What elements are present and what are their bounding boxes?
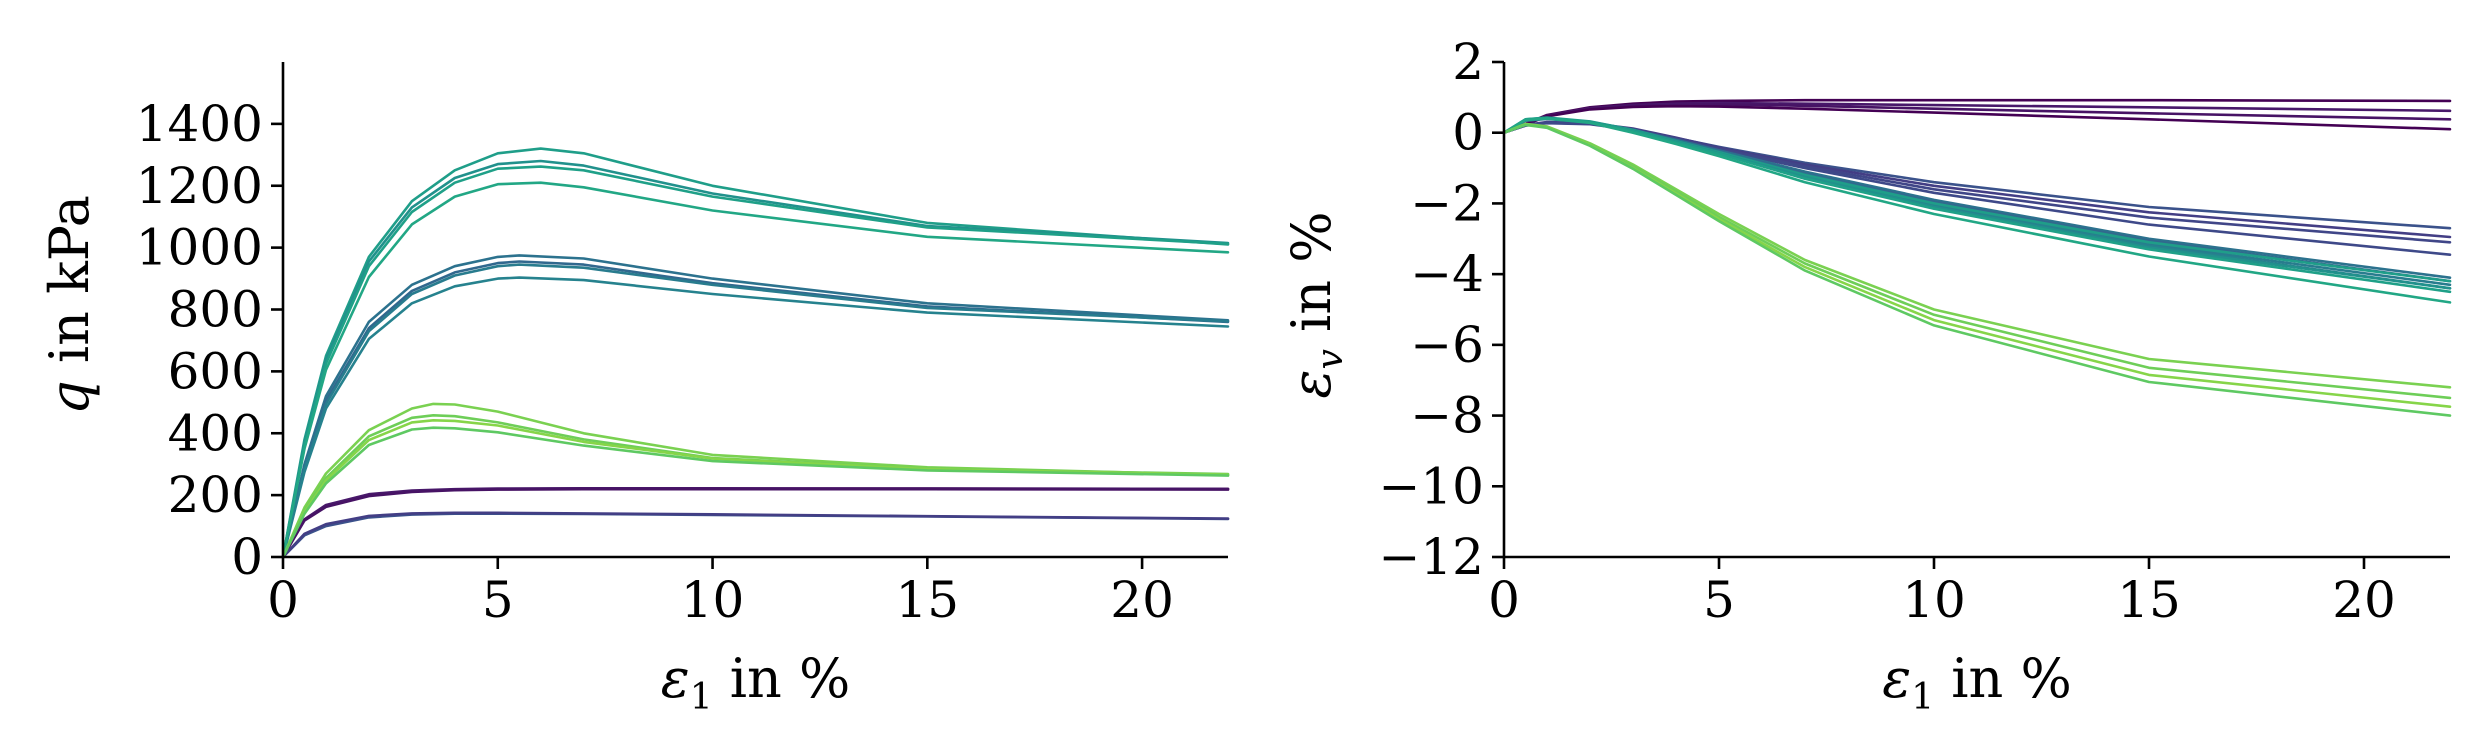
x-axis-label-subscript: 1 [690, 677, 713, 718]
x-tick-label: 5 [482, 571, 514, 629]
y-tick-label: −12 [1378, 528, 1484, 586]
x-tick-label: 15 [896, 571, 960, 629]
y-tick-label: 600 [168, 342, 263, 400]
x-axis-label: ε1 in % [1882, 647, 2072, 718]
y-tick-label: −2 [1410, 174, 1484, 232]
series-line-11 [281, 165, 1230, 559]
x-tick-label: 0 [267, 571, 299, 629]
y-tick-label: −4 [1410, 245, 1484, 303]
x-tick-label: 5 [1703, 571, 1735, 629]
series-line-10 [281, 159, 1230, 559]
series-line-15 [281, 419, 1230, 559]
series-line-13 [281, 402, 1230, 559]
y-axis-label-subscript: v [1310, 349, 1351, 369]
y-tick-label: 0 [1452, 104, 1484, 162]
series-line-2 [281, 487, 1230, 559]
series-group [281, 147, 1230, 559]
x-tick-label: 20 [1110, 571, 1174, 629]
y-axis-label: q in kPa [38, 195, 101, 415]
series-group [1502, 98, 2452, 417]
y-axis-label-text: in kPa [38, 195, 101, 380]
x-axis-label-subscript: 1 [1911, 677, 1934, 718]
series-line-7 [1502, 121, 2452, 256]
y-tick-label: 1000 [136, 219, 263, 277]
y-tick-label: −6 [1410, 316, 1484, 374]
x-axis-label-symbol: ε [1882, 647, 1911, 710]
series-line-1 [281, 487, 1230, 559]
y-tick-label: 400 [168, 404, 263, 462]
y-axis-label-symbol: q [38, 380, 101, 415]
y-axis-label: εv in % [1280, 211, 1351, 398]
y-tick-label: 1400 [136, 95, 263, 153]
series-line-3 [281, 512, 1230, 559]
x-tick-label: 20 [2332, 571, 2396, 629]
x-axis-label-symbol: ε [661, 647, 690, 710]
x-tick-label: 10 [1902, 571, 1966, 629]
series-line-5 [1502, 120, 2452, 239]
y-tick-label: 0 [231, 528, 263, 586]
series-line-4 [281, 511, 1230, 559]
series-line-9 [281, 147, 1230, 559]
x-tick-label: 10 [681, 571, 745, 629]
y-tick-label: −8 [1410, 387, 1484, 445]
y-tick-label: 2 [1452, 33, 1484, 91]
series-line-8 [281, 276, 1230, 559]
x-axis-label-text: in % [1934, 647, 2072, 710]
y-tick-label: 1200 [136, 157, 263, 215]
series-line-15 [1502, 117, 2452, 304]
series-line-12 [281, 181, 1230, 559]
x-axis-label-text: in % [713, 647, 851, 710]
series-line-16 [1502, 122, 2452, 389]
series-line-16 [281, 426, 1230, 559]
x-tick-label: 0 [1488, 571, 1520, 629]
series-line-14 [281, 414, 1230, 559]
series-line-7 [281, 263, 1230, 559]
y-tick-label: 800 [168, 281, 263, 339]
series-line-0 [281, 487, 1230, 559]
series-line-19 [1502, 123, 2452, 417]
x-axis-label: ε1 in % [661, 647, 851, 718]
series-line-5 [281, 254, 1230, 559]
y-axis-label-text: in % [1280, 211, 1343, 349]
y-tick-label: −10 [1378, 457, 1484, 515]
x-tick-label: 15 [2117, 571, 2181, 629]
y-tick-label: 200 [168, 466, 263, 524]
y-axis-label-symbol: ε [1280, 370, 1343, 399]
series-line-3 [1502, 104, 2452, 134]
